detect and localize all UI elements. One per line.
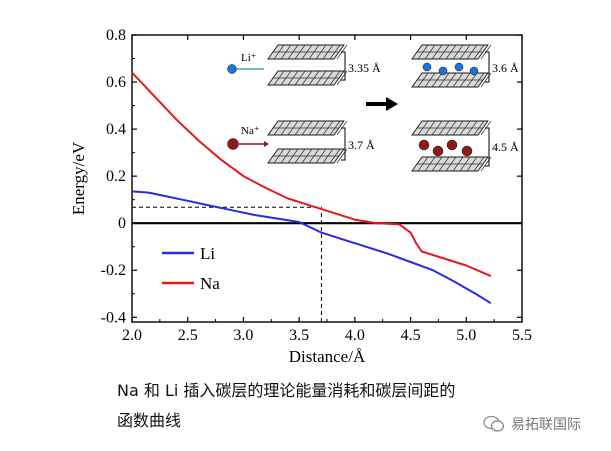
caption-line-1: Na 和 Li 插入碳层的理论能量消耗和碳层间距的 — [117, 381, 456, 400]
y-tick-label: 0.2 — [106, 168, 126, 185]
wechat-icon — [483, 415, 505, 432]
graphene-stack-li-after-bottom — [411, 72, 492, 88]
y-axis-label: Energy/eV — [69, 141, 88, 215]
graphene-stack-na-bottom — [267, 148, 348, 164]
graphene-stack-na-after-top — [411, 120, 492, 136]
x-tick-label: 4.5 — [401, 327, 421, 344]
graphene-stack-na-top — [267, 120, 348, 136]
graphene-stack-li-top — [267, 44, 348, 60]
legend-label-na: Na — [200, 274, 220, 293]
spacing-bracket-na-before — [341, 127, 346, 161]
li-ion-label: Li⁺ — [241, 52, 257, 64]
caption-line-2: 函数曲线 — [117, 411, 182, 430]
na-intercalated-ball — [432, 145, 444, 157]
y-tick-label: 0.4 — [106, 121, 126, 138]
x-tick-label: 5.5 — [512, 327, 532, 344]
na-ion-label: Na⁺ — [241, 125, 260, 137]
spacing-bracket-li-before — [341, 51, 346, 81]
x-tick-label: 5.0 — [456, 327, 476, 344]
y-tick-label: 0.6 — [106, 74, 126, 91]
spacing-bracket-na-after — [485, 127, 490, 167]
series-line-na — [131, 71, 492, 278]
graphene-stack-na-after-bottom — [411, 156, 492, 172]
li-intercalated-ball — [469, 66, 479, 76]
li-intercalated-ball — [422, 62, 432, 72]
na-intercalated-ball — [461, 145, 473, 157]
li-intercalated-ball — [438, 66, 448, 76]
x-tick-label: 2.5 — [178, 327, 198, 344]
figure-caption: Na 和 Li 插入碳层的理论能量消耗和碳层间距的 函数曲线 — [117, 376, 587, 436]
watermark: 易拓联国际 — [483, 410, 581, 438]
y-tick-label: 0 — [118, 215, 126, 232]
graphene-stack-li-after-top — [411, 44, 492, 60]
legend-label-li: Li — [200, 244, 215, 263]
series-line-li — [131, 190, 492, 305]
na-intercalated-ball — [446, 139, 458, 151]
li-ion-ball — [227, 64, 237, 74]
na-intercalated-ball — [418, 139, 430, 151]
na-ion-ball — [227, 138, 239, 150]
na-ion-arrowhead — [264, 141, 269, 147]
x-tick-label: 4.0 — [345, 327, 365, 344]
spacing-label-li-before: 3.35 Å — [348, 61, 381, 75]
spacing-label-na-before: 3.7 Å — [348, 138, 375, 152]
li-intercalated-ball — [454, 62, 464, 72]
transition-arrowhead — [386, 97, 398, 111]
x-tick-label: 2.0 — [122, 327, 142, 344]
spacing-bracket-li-after — [485, 51, 490, 83]
watermark-text: 易拓联国际 — [511, 417, 581, 433]
spacing-label-na-after: 4.5 Å — [492, 140, 519, 154]
chart: 2.0 2.5 3.0 3.5 4.0 4.5 5.0 5.5 -0.4 -0.2 0 0.2 0.4 0… — [69, 27, 532, 366]
spacing-label-li-after: 3.6 Å — [492, 61, 519, 75]
y-tick-label: -0.4 — [101, 309, 126, 326]
y-tick-label: 0.8 — [106, 27, 126, 44]
graphene-stack-li-bottom — [267, 70, 348, 86]
x-tick-label: 3.5 — [289, 327, 309, 344]
y-tick-label: -0.2 — [101, 262, 126, 279]
x-axis-label: Distance/Å — [289, 347, 366, 366]
x-tick-label: 3.0 — [233, 327, 253, 344]
